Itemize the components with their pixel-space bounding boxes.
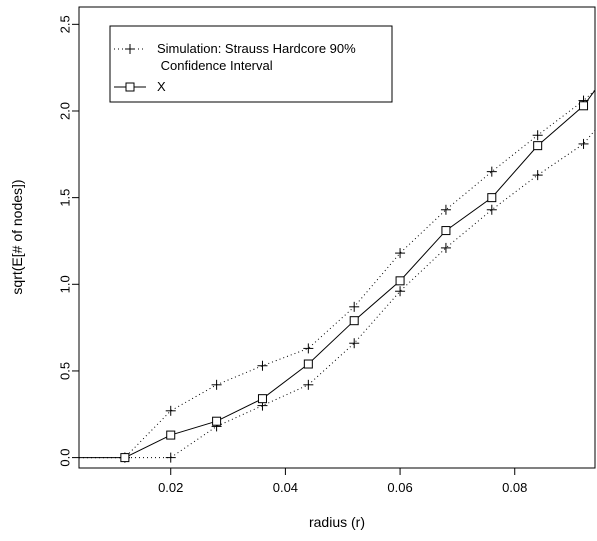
x-tick-label: 0.06	[387, 480, 412, 495]
series-line-1	[79, 129, 596, 459]
x-axis: 0.02 0.04 0.06 0.08	[158, 468, 527, 495]
legend-entry-simulation-line2: Confidence Interval	[157, 58, 273, 73]
data-point-square	[212, 416, 222, 426]
data-point-plus	[532, 130, 543, 141]
data-point-plus	[395, 286, 406, 297]
data-point-square	[257, 394, 267, 404]
data-point-square	[441, 226, 451, 236]
y-tick-label: 1.0	[58, 275, 73, 293]
y-tick-label: 2.0	[58, 102, 73, 120]
x-axis-label: radius (r)	[309, 514, 365, 530]
data-point-plus	[211, 379, 222, 390]
data-point-plus	[532, 170, 543, 181]
y-tick-label: 1.5	[58, 189, 73, 207]
data-point-plus	[486, 204, 497, 215]
data-point-square	[487, 193, 497, 203]
y-tick-label: 0.5	[58, 362, 73, 380]
y-tick-label: 0.0	[58, 449, 73, 467]
series-line-0	[79, 89, 596, 459]
legend-marker-square	[125, 82, 135, 92]
data-point-plus	[165, 452, 176, 463]
data-point-square	[395, 276, 405, 286]
x-tick-label: 0.08	[502, 480, 527, 495]
x-tick-label: 0.04	[273, 480, 298, 495]
data-point-plus	[349, 301, 360, 312]
data-point-plus	[303, 379, 314, 390]
y-tick-label: 2.5	[58, 15, 73, 33]
data-point-plus	[395, 248, 406, 259]
data-point-plus	[486, 166, 497, 177]
plot-frame	[78, 6, 596, 469]
legend-marker-plus	[125, 44, 135, 54]
data-point-square	[533, 141, 543, 151]
data-point-plus	[165, 405, 176, 416]
data-point-plus	[257, 360, 268, 371]
legend: Simulation: Strauss Hardcore 90% Confide…	[109, 25, 393, 103]
x-tick-label: 0.02	[158, 480, 183, 495]
data-point-square	[166, 430, 176, 440]
data-point-square	[120, 453, 130, 463]
y-axis-label: sqrt(E[# of nodes])	[9, 179, 25, 294]
data-point-plus	[578, 138, 589, 149]
data-point-plus	[303, 343, 314, 354]
data-point-square	[579, 101, 589, 111]
y-axis: 0.0 0.5 1.0 1.5 2.0 2.5	[58, 15, 79, 467]
legend-entry-x: X	[157, 79, 166, 94]
data-point-plus	[440, 242, 451, 253]
data-point-plus	[440, 204, 451, 215]
series-line-2	[79, 89, 596, 459]
data-point-plus	[349, 338, 360, 349]
legend-entry-simulation-line1: Simulation: Strauss Hardcore 90%	[157, 41, 356, 56]
legend-box	[109, 25, 393, 103]
data-point-square	[303, 359, 313, 369]
series-layer	[79, 89, 596, 463]
data-point-square	[349, 316, 359, 326]
